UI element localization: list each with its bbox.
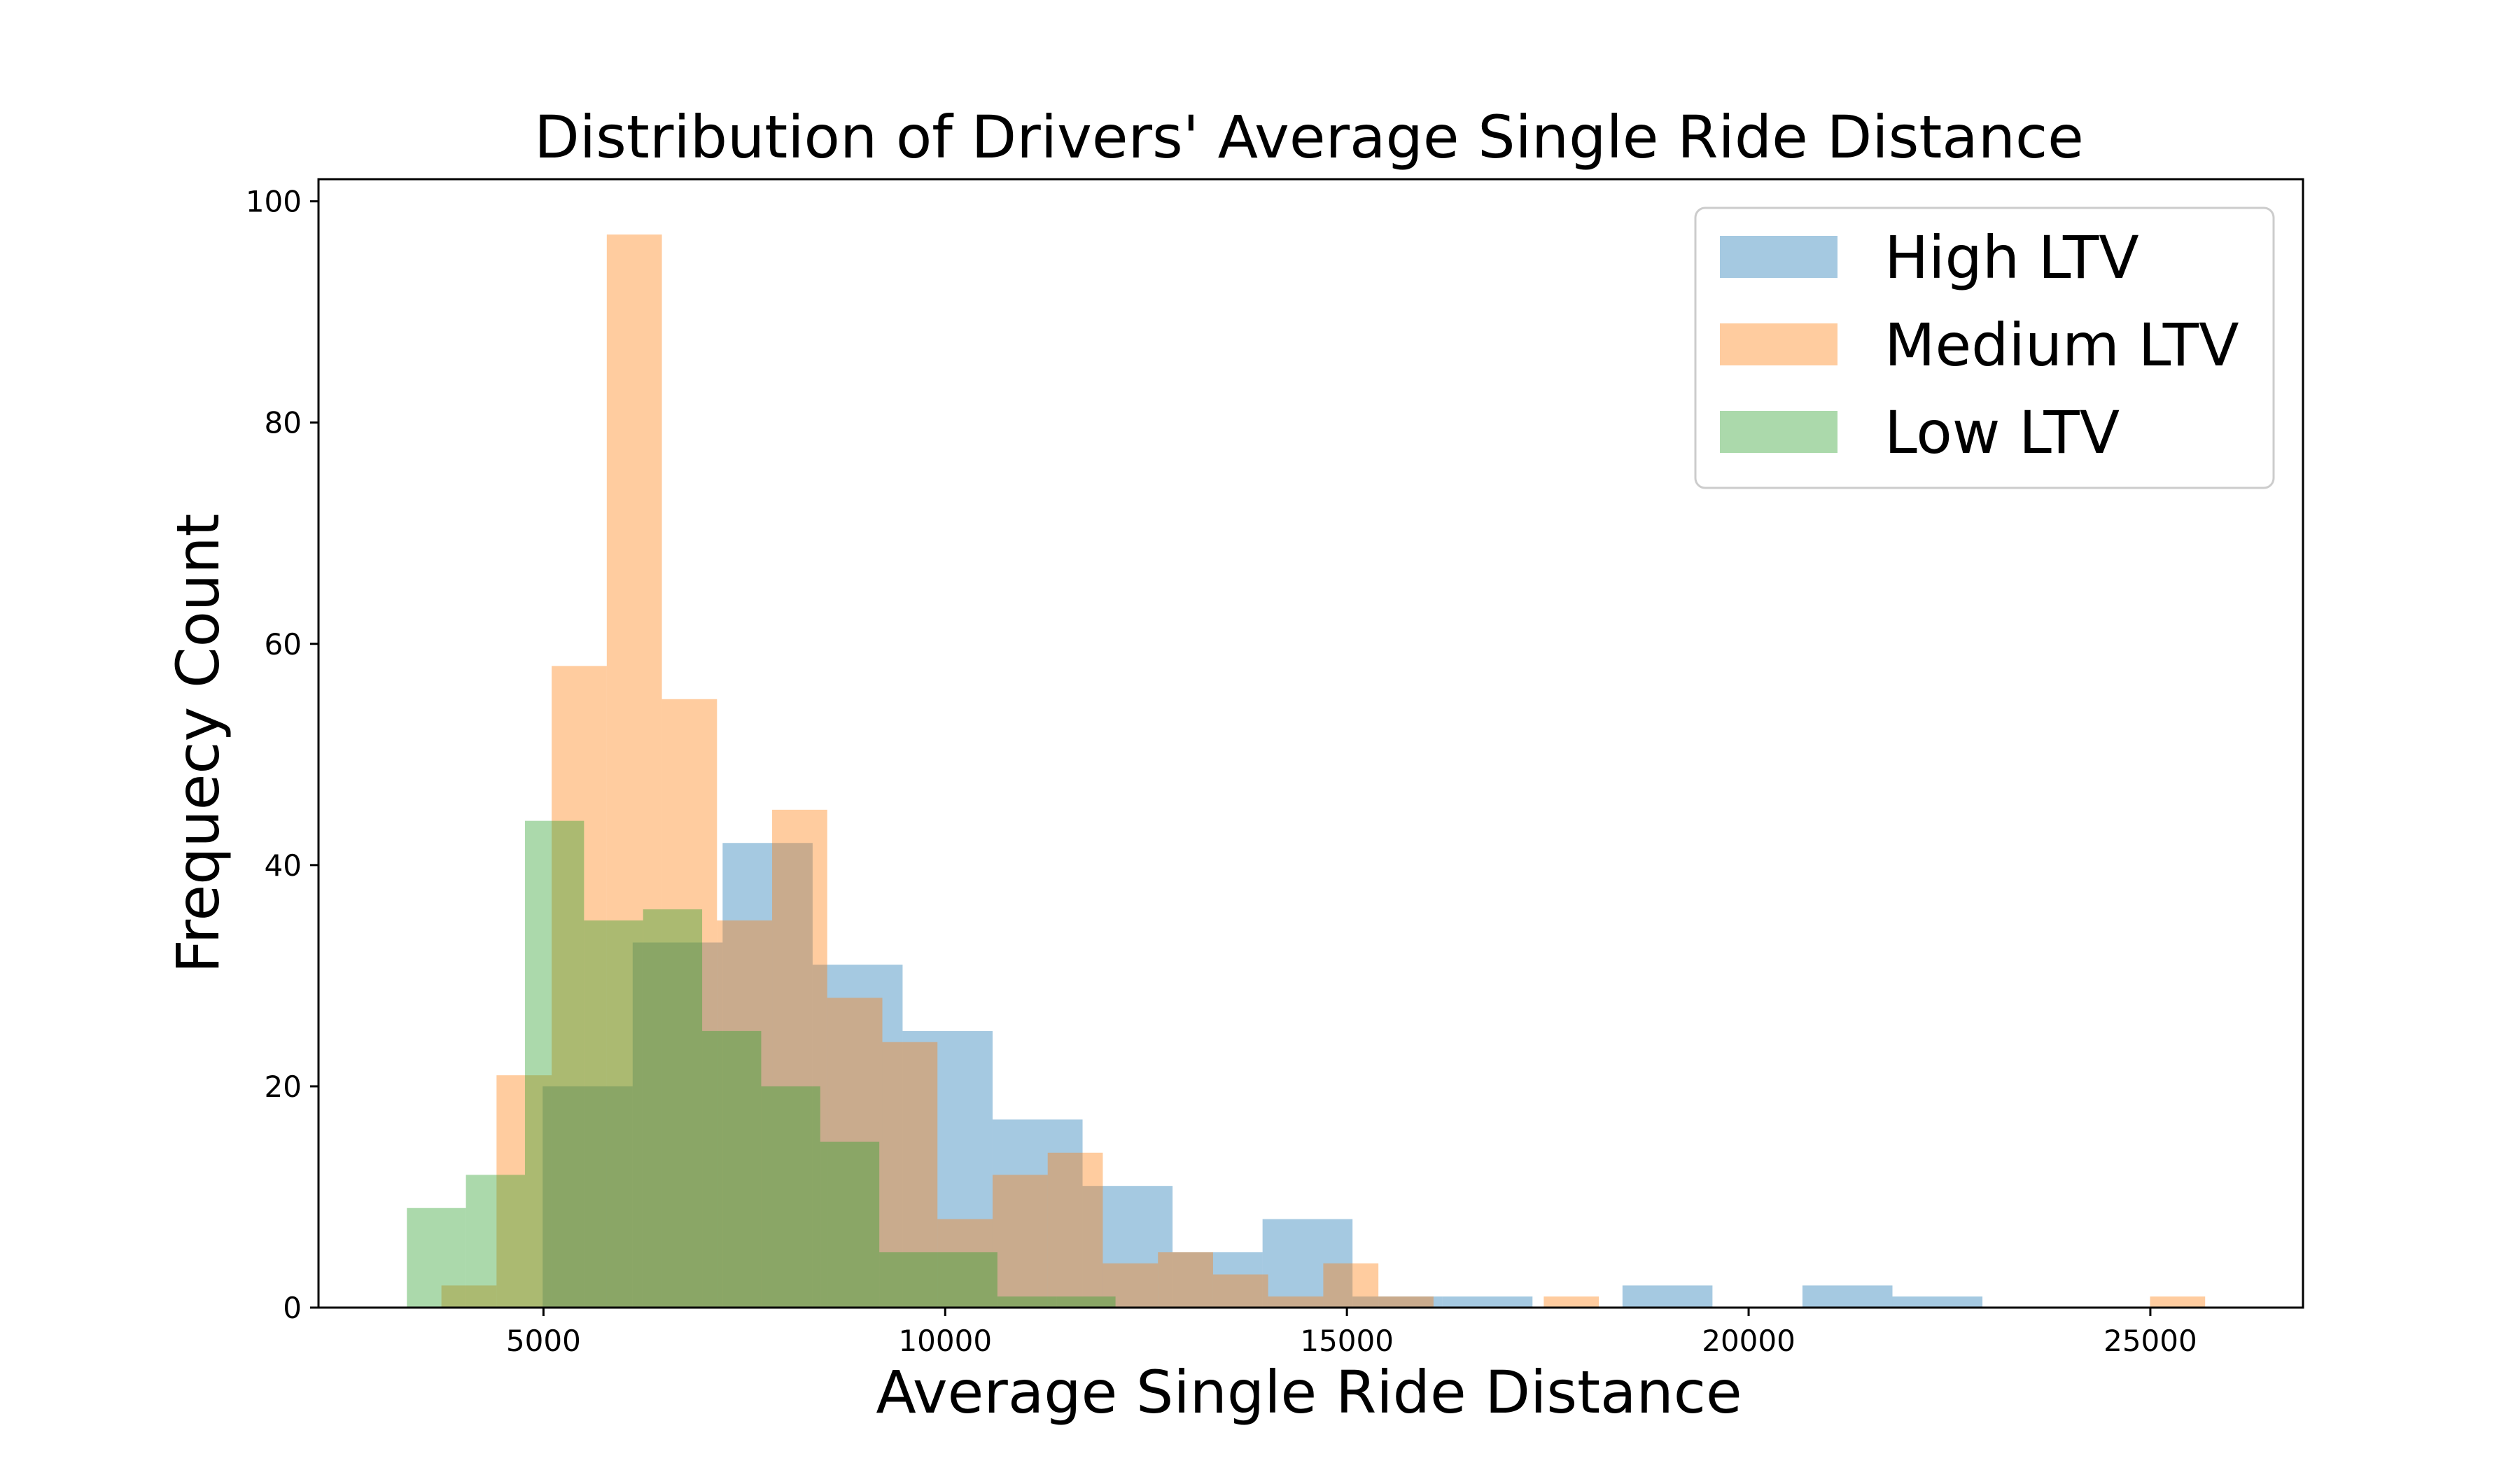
- x-tick-label: 20000: [1702, 1324, 1795, 1358]
- bar-high-ltv-1: [632, 942, 723, 1308]
- bar-medium-ltv-16: [1323, 1263, 1379, 1308]
- y-tick-label: 60: [265, 627, 302, 662]
- bar-medium-ltv-20: [1544, 1296, 1600, 1308]
- bar-high-ltv-4: [902, 1030, 993, 1308]
- bar-low-ltv-4: [643, 909, 703, 1308]
- bar-high-ltv-9: [1352, 1296, 1443, 1308]
- bar-low-ltv-10: [997, 1296, 1057, 1308]
- bar-high-ltv-2: [722, 843, 813, 1308]
- legend-label-high-ltv: High LTV: [1884, 223, 2139, 292]
- legend-swatch-medium-ltv: [1720, 323, 1837, 365]
- bar-medium-ltv-7: [827, 997, 883, 1308]
- x-axis-label: Average Single Ride Distance: [876, 1358, 1742, 1427]
- chart-title: Distribution of Drivers' Average Single …: [534, 103, 2084, 172]
- y-tick-label: 40: [265, 848, 302, 883]
- bar-medium-ltv-1: [496, 1075, 552, 1308]
- legend-label-medium-ltv: Medium LTV: [1884, 311, 2239, 379]
- y-tick-label: 20: [265, 1070, 302, 1104]
- bar-medium-ltv-8: [882, 1042, 938, 1308]
- bar-high-ltv-3: [812, 965, 903, 1308]
- bar-low-ltv-2: [524, 820, 584, 1308]
- legend-swatch-high-ltv: [1720, 236, 1837, 278]
- bar-low-ltv-9: [938, 1252, 997, 1308]
- x-tick-label: 5000: [506, 1324, 581, 1358]
- bar-medium-ltv-13: [1158, 1252, 1213, 1308]
- bar-medium-ltv-14: [1212, 1274, 1268, 1308]
- x-tick-label: 15000: [1300, 1324, 1394, 1358]
- bar-high-ltv-15: [1892, 1296, 1983, 1308]
- y-tick-label: 0: [283, 1291, 302, 1325]
- series-medium-ltv: [441, 234, 2206, 1308]
- bar-medium-ltv-11: [1047, 1152, 1103, 1308]
- bar-medium-ltv-0: [441, 1285, 497, 1308]
- bar-low-ltv-0: [407, 1208, 466, 1308]
- series-high-ltv: [542, 843, 1983, 1308]
- legend-frame: [1694, 206, 2275, 489]
- bar-medium-ltv-12: [1102, 1263, 1158, 1308]
- plot-frame: [317, 178, 2304, 1309]
- legend-label-low-ltv: Low LTV: [1884, 398, 2120, 467]
- bar-low-ltv-11: [1056, 1296, 1116, 1308]
- bar-high-ltv-0: [542, 1086, 633, 1308]
- bar-high-ltv-14: [1802, 1285, 1893, 1308]
- bar-medium-ltv-5: [717, 920, 773, 1308]
- x-axis-ticks: 5000 10000 15000 20000 25000: [506, 1308, 2197, 1358]
- y-tick-label: 100: [246, 185, 302, 219]
- x-tick-label: 10000: [898, 1324, 992, 1358]
- bar-medium-ltv-17: [1378, 1296, 1434, 1308]
- bar-low-ltv-6: [761, 1086, 820, 1308]
- bar-medium-ltv-10: [992, 1175, 1048, 1308]
- bars-layer: [407, 234, 2206, 1308]
- bar-medium-ltv-4: [662, 699, 718, 1308]
- bar-low-ltv-1: [465, 1175, 525, 1308]
- series-low-ltv: [407, 820, 1116, 1308]
- bar-medium-ltv-2: [552, 666, 607, 1308]
- legend: High LTV Medium LTV Low LTV: [1694, 206, 2275, 489]
- bar-low-ltv-8: [879, 1252, 939, 1308]
- bar-high-ltv-12: [1622, 1285, 1713, 1308]
- bar-medium-ltv-15: [1268, 1296, 1324, 1308]
- bar-low-ltv-5: [702, 1030, 762, 1308]
- bar-medium-ltv-6: [772, 809, 827, 1308]
- y-tick-label: 80: [265, 406, 302, 440]
- y-axis-ticks: 0 20 40 60 80 100: [246, 185, 318, 1325]
- bar-high-ltv-10: [1442, 1296, 1533, 1308]
- bar-high-ltv-8: [1262, 1219, 1353, 1308]
- bar-medium-ltv-3: [606, 234, 662, 1308]
- bar-high-ltv-5: [992, 1119, 1083, 1308]
- bar-low-ltv-3: [584, 920, 643, 1308]
- bar-medium-ltv-31: [2150, 1296, 2206, 1308]
- legend-swatch-low-ltv: [1720, 411, 1837, 453]
- bar-medium-ltv-9: [937, 1219, 993, 1308]
- bar-high-ltv-7: [1172, 1252, 1263, 1308]
- bar-high-ltv-6: [1082, 1186, 1173, 1308]
- y-axis-label: Frequecy Count: [164, 514, 232, 974]
- x-tick-label: 25000: [2104, 1324, 2197, 1358]
- bar-low-ltv-7: [820, 1141, 880, 1308]
